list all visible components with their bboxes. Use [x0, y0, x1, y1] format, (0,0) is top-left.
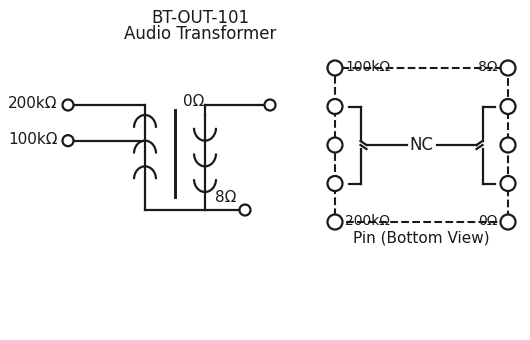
Text: Audio Transformer: Audio Transformer: [124, 25, 276, 43]
Text: 8Ω: 8Ω: [478, 60, 498, 74]
Text: 100kΩ: 100kΩ: [8, 132, 57, 147]
Text: 0Ω: 0Ω: [183, 94, 205, 108]
Text: 200kΩ: 200kΩ: [346, 214, 391, 228]
Bar: [335, 68, 508, 222]
Text: 200kΩ: 200kΩ: [8, 97, 57, 112]
Circle shape: [500, 99, 516, 114]
Circle shape: [328, 215, 342, 230]
Text: Pin (Bottom View): Pin (Bottom View): [353, 231, 490, 245]
Circle shape: [328, 176, 342, 191]
Text: BT-OUT-101: BT-OUT-101: [151, 9, 249, 27]
Circle shape: [328, 137, 342, 153]
Circle shape: [500, 61, 516, 75]
Text: 8Ω: 8Ω: [215, 190, 236, 205]
Text: NC: NC: [410, 136, 434, 154]
Circle shape: [63, 135, 74, 146]
Circle shape: [500, 215, 516, 230]
Circle shape: [328, 61, 342, 75]
Circle shape: [500, 137, 516, 153]
Text: 100kΩ: 100kΩ: [346, 60, 391, 74]
Circle shape: [63, 100, 74, 110]
Circle shape: [328, 99, 342, 114]
Circle shape: [264, 100, 276, 110]
Text: 0Ω: 0Ω: [478, 214, 498, 228]
Circle shape: [240, 204, 251, 216]
Circle shape: [500, 176, 516, 191]
